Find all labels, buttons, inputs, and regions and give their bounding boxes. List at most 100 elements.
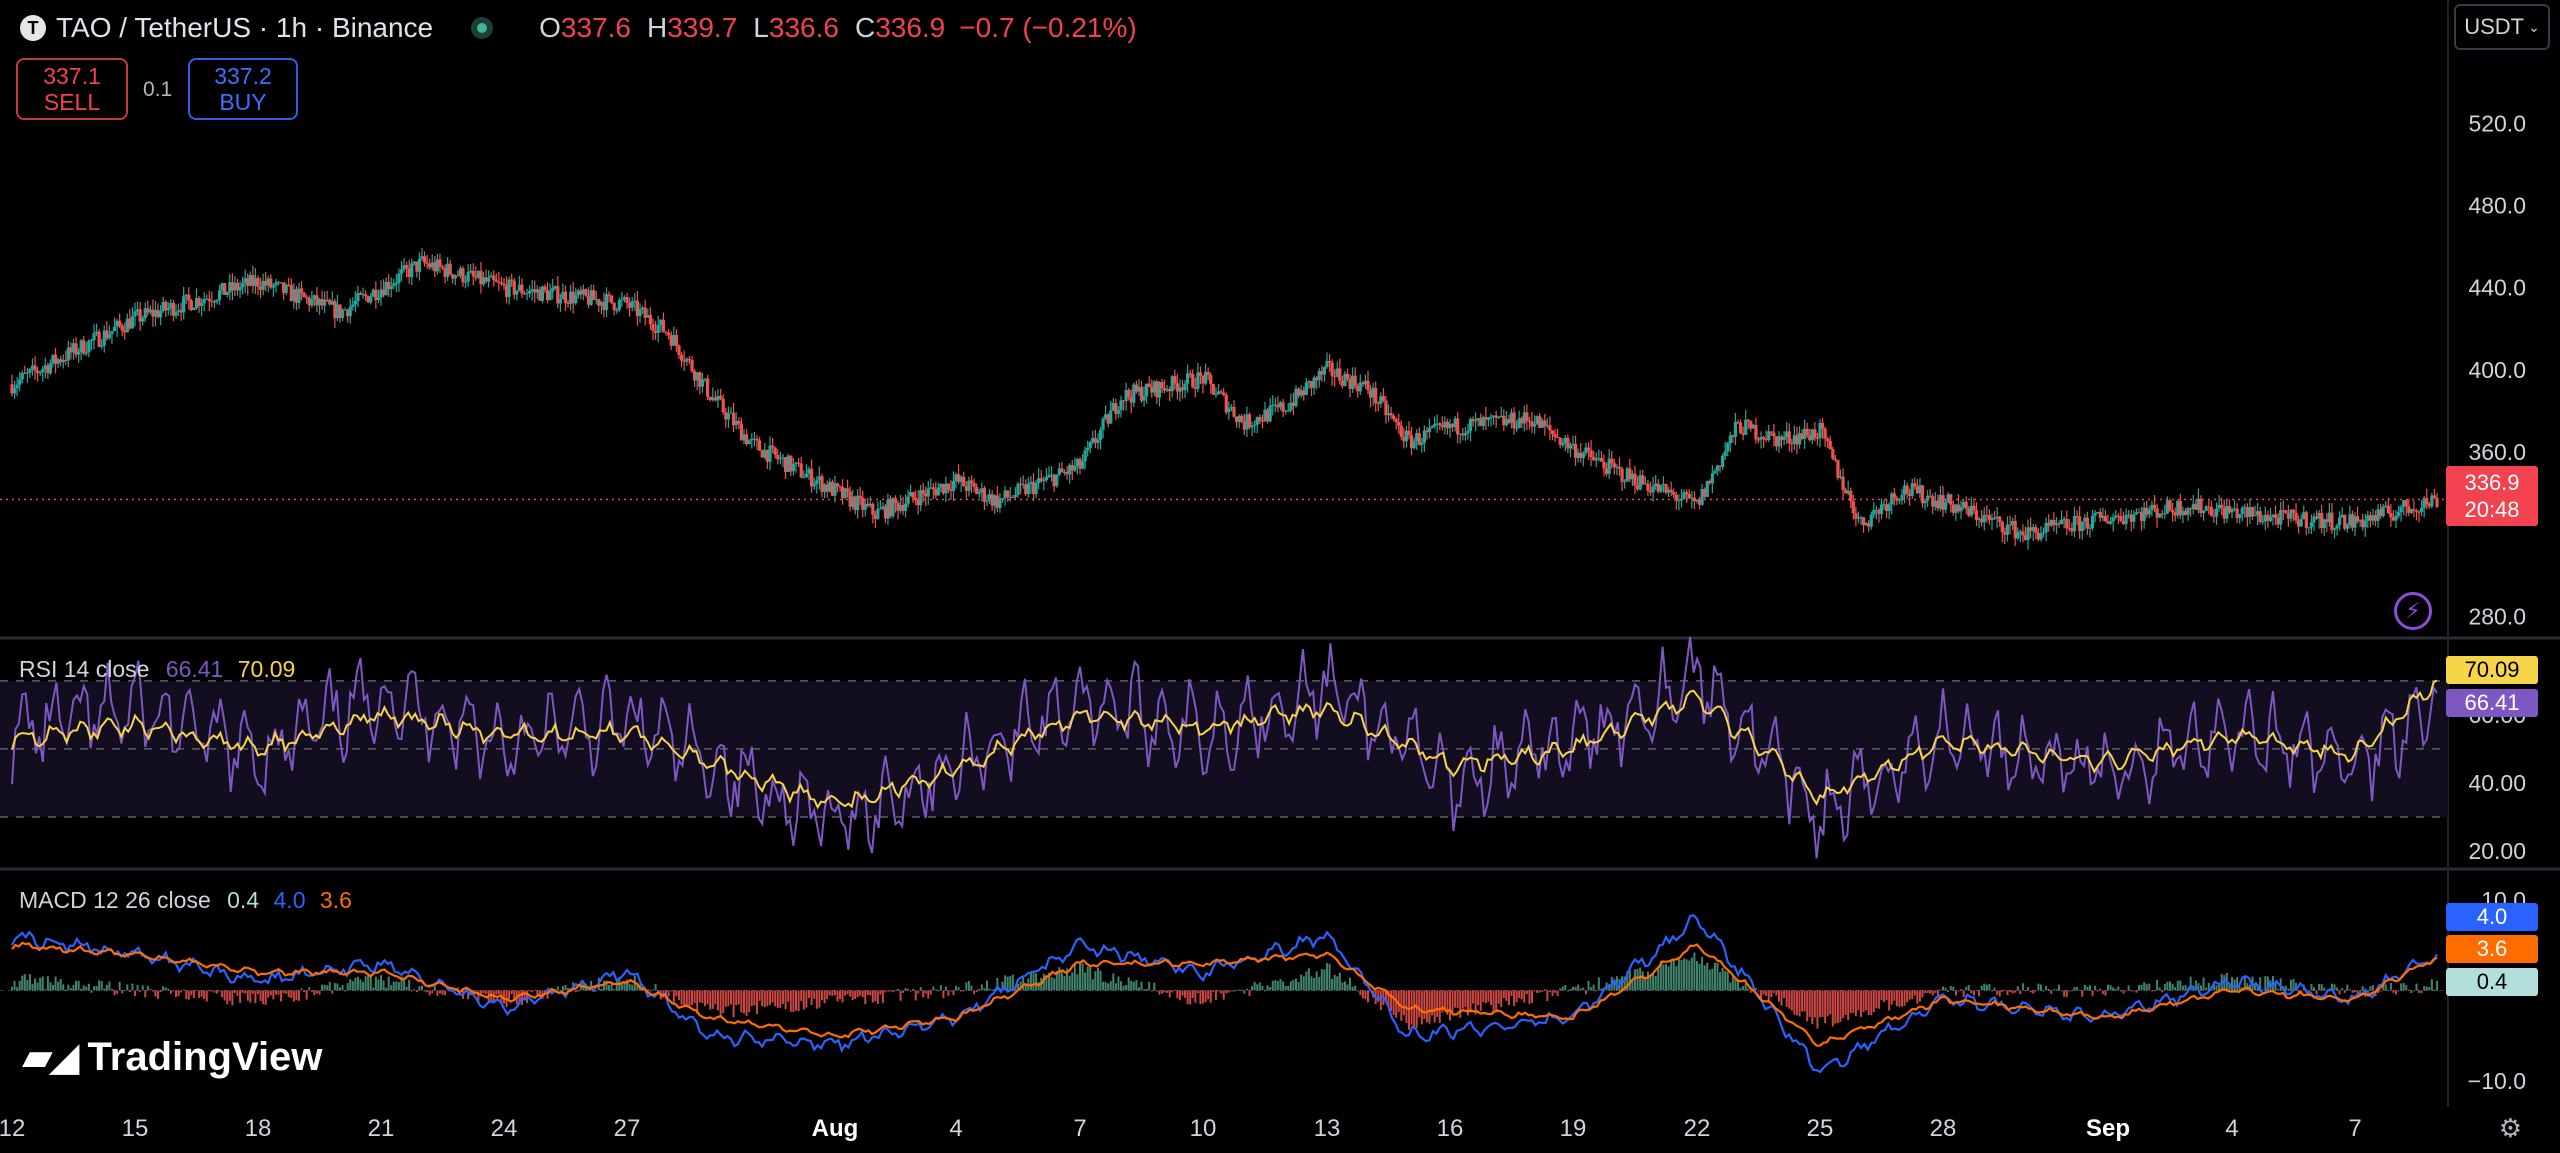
candle-body (297, 288, 301, 303)
histogram-bar (717, 990, 719, 1011)
histogram-bar (175, 990, 177, 998)
candle-body (2067, 528, 2071, 530)
symbol-title[interactable]: TAO / TetherUS · 1h · Binance (56, 12, 434, 43)
histogram-bar (1006, 976, 1009, 991)
histogram-bar (1120, 981, 1122, 991)
candle-body (1134, 384, 1138, 392)
macd-legend[interactable]: MACD 12 26 close 0.4 4.0 3.6 (19, 887, 352, 914)
lightning-icon[interactable]: ⚡ (2394, 592, 2432, 630)
histogram-bar (533, 989, 536, 991)
candle-body (1504, 418, 1508, 426)
settings-icon[interactable]: ⚙ (2498, 1113, 2522, 1143)
candle-body (1325, 361, 1329, 367)
candle-body (2005, 524, 2010, 535)
histogram-bar (428, 990, 431, 996)
candle-body (2361, 519, 2365, 528)
histogram-bar (646, 989, 649, 991)
histogram-bar (1433, 990, 1436, 1023)
histogram-bar (1227, 990, 1230, 993)
histogram-bar (2050, 990, 2053, 994)
histogram-bar (1202, 990, 1204, 1004)
candle-body (558, 299, 562, 304)
ohlc-low-value: 336.6 (768, 12, 839, 43)
histogram-bar (546, 990, 549, 999)
histogram-bar (2150, 990, 2153, 992)
histogram-bar (856, 990, 859, 998)
histogram-bar (231, 990, 234, 1006)
histogram-bar (310, 990, 313, 992)
histogram-bar (1936, 990, 1939, 997)
histogram-bar (169, 990, 172, 994)
rsi-legend[interactable]: RSI 14 close 66.41 70.09 (19, 656, 295, 683)
candle-body (594, 299, 598, 301)
candle-body (2191, 504, 2195, 510)
candle-body (2011, 521, 2015, 525)
histogram-bar (1780, 990, 1783, 1006)
candle-body (2000, 521, 2004, 533)
candle-body (2309, 522, 2314, 528)
histogram-bar (934, 989, 937, 991)
candle-body (1034, 482, 1038, 495)
candle-body (1892, 493, 1896, 498)
currency-selector[interactable]: USDT ⌄ (2454, 4, 2550, 50)
histogram-bar (180, 990, 183, 993)
histogram-bar (1515, 990, 1518, 1003)
candle-body (1461, 433, 1465, 436)
last-price-tag: 336.9 20:48 (2446, 466, 2538, 526)
candle-body (771, 445, 775, 448)
tradingview-watermark[interactable]: ▰◢ TradingView (22, 1034, 322, 1080)
histogram-bar (884, 990, 887, 993)
histogram-bar (503, 990, 505, 1004)
candle-body (1471, 418, 1475, 422)
histogram-bar (1795, 990, 1798, 1016)
histogram-bar (2274, 982, 2277, 991)
candle-body (1723, 451, 1727, 456)
histogram-bar (1091, 979, 1094, 991)
candle-body (1744, 419, 1748, 435)
histogram-bar (1857, 990, 1860, 1011)
candle-body (690, 359, 694, 372)
buy-button[interactable]: 337.2 BUY (188, 58, 298, 120)
candle-body (30, 365, 35, 369)
candle-body (1715, 465, 1720, 471)
candle-body (669, 335, 673, 346)
candle-body (2090, 515, 2095, 529)
candle-body (1695, 499, 1699, 502)
candle-body (721, 398, 725, 413)
histogram-bar (2042, 990, 2045, 992)
candle-body (1307, 381, 1311, 383)
candle-body (2376, 509, 2380, 521)
histogram-bar (2405, 985, 2408, 991)
sell-button[interactable]: 337.1 SELL (16, 58, 128, 120)
candle-body (2029, 527, 2033, 531)
histogram-bar (973, 990, 976, 994)
candle-body (1175, 383, 1179, 392)
candle-body (507, 279, 511, 297)
histogram-bar (1546, 990, 1549, 1002)
histogram-bar (356, 976, 359, 991)
candle-body (2207, 506, 2211, 508)
price-change: −0.7 (−0.21%) (959, 12, 1137, 43)
candle-body (846, 488, 850, 492)
candle-body (561, 291, 565, 300)
price-axis-label: 480.0 (2468, 192, 2526, 218)
candle-body (520, 284, 524, 294)
candle-body (742, 434, 746, 441)
candle-body (533, 289, 537, 293)
histogram-bar (11, 986, 13, 991)
candle-body (1255, 417, 1259, 425)
histogram-bar (1566, 990, 1569, 992)
candle-body (2124, 514, 2128, 525)
histogram-bar (1960, 989, 1963, 991)
candle-body (351, 304, 355, 307)
histogram-bar (1659, 960, 1662, 991)
candle-body (563, 291, 568, 304)
histogram-bar (326, 985, 329, 991)
candle-body (1006, 490, 1010, 498)
candle-body (381, 289, 386, 296)
histogram-bar (805, 990, 808, 1008)
candle-body (2297, 520, 2301, 527)
histogram-bar (1295, 978, 1297, 991)
histogram-bar (709, 990, 712, 1010)
